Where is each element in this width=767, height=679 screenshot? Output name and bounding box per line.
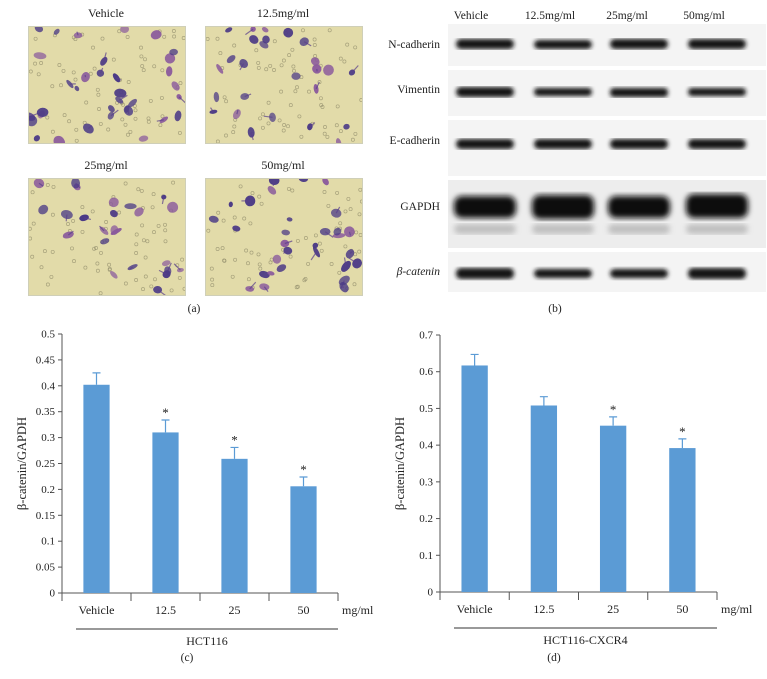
y-tick-label: 0.15 bbox=[36, 510, 56, 522]
bar bbox=[221, 458, 248, 593]
y-tick-label: 0.35 bbox=[36, 406, 56, 418]
error-bar bbox=[539, 396, 548, 406]
y-tick-label: 0.5 bbox=[419, 403, 433, 415]
y-tick-label: 0.1 bbox=[41, 536, 55, 548]
error-bar bbox=[470, 353, 479, 366]
y-tick-label: 0.45 bbox=[36, 354, 56, 366]
significance-star: * bbox=[231, 432, 238, 447]
micro-label-12-5: 12.5mg/ml bbox=[256, 6, 310, 20]
panel-b-letter: (b) bbox=[548, 303, 562, 315]
x-unit-label: mg/ml bbox=[721, 602, 753, 616]
group-label: HCT116 bbox=[186, 634, 228, 648]
x-tick-label: 12.5 bbox=[533, 602, 554, 616]
blot-col-vehicle: Vehicle bbox=[453, 10, 489, 22]
x-tick-label: 12.5 bbox=[155, 603, 176, 617]
x-tick-label: 25 bbox=[607, 602, 619, 616]
y-tick-label: 0.4 bbox=[419, 440, 433, 452]
panel-c-letter: (c) bbox=[180, 652, 194, 664]
y-tick-label: 0.6 bbox=[419, 366, 433, 378]
y-tick-label: 0.2 bbox=[419, 513, 433, 525]
y-tick-label: 0 bbox=[428, 587, 434, 599]
blot-row-gapdh: GAPDH bbox=[400, 201, 440, 213]
x-unit-label: mg/ml bbox=[342, 603, 374, 617]
bar bbox=[83, 384, 110, 593]
blot-col-50: 50mg/ml bbox=[683, 10, 725, 22]
error-bar bbox=[161, 419, 170, 433]
micro-label-50: 50mg/ml bbox=[261, 158, 305, 172]
micro-image-vehicle bbox=[28, 26, 186, 144]
micro-image-50 bbox=[205, 178, 363, 296]
significance-star: * bbox=[679, 424, 686, 439]
significance-star: * bbox=[300, 462, 307, 477]
bar bbox=[599, 425, 627, 592]
chart-hct116-cxcr4: 0 0.1 0.2 0.3 0.4 0.5 0.6 0.7 Vehicle 12.5 * 25 * 50 m… bbox=[393, 330, 753, 648]
blot-col-25: 25mg/ml bbox=[606, 10, 648, 22]
y-axis-label: β-catenin/GAPDH bbox=[393, 417, 407, 510]
x-tick-label: 50 bbox=[298, 603, 310, 617]
blot-col-12-5: 12.5mg/ml bbox=[524, 10, 576, 22]
significance-star: * bbox=[162, 405, 169, 420]
y-tick-label: 0.3 bbox=[41, 432, 55, 444]
y-tick-label: 0.2 bbox=[41, 484, 55, 496]
y-tick-label: 0.4 bbox=[41, 380, 55, 392]
blot-row-vimentin: Vimentin bbox=[397, 84, 440, 96]
y-tick-label: 0.5 bbox=[41, 329, 55, 341]
y-tick-label: 0.1 bbox=[419, 550, 433, 562]
bar bbox=[530, 405, 558, 592]
micro-image-12-5 bbox=[205, 26, 363, 144]
micro-image-25 bbox=[28, 178, 186, 296]
y-tick-label: 0.25 bbox=[36, 458, 56, 470]
y-axis-label: β-catenin/GAPDH bbox=[15, 417, 29, 510]
error-bar bbox=[678, 438, 687, 449]
y-tick-label: 0.7 bbox=[419, 330, 433, 342]
group-label: HCT116-CXCR4 bbox=[543, 633, 627, 647]
bar bbox=[290, 486, 317, 593]
panel-a-letter: (a) bbox=[187, 303, 201, 315]
blot-row-e-cadherin: E-cadherin bbox=[389, 135, 440, 147]
x-tick-label: 50 bbox=[676, 602, 688, 616]
bar bbox=[152, 432, 179, 593]
western-blot-image bbox=[448, 24, 766, 292]
bar bbox=[461, 365, 488, 592]
bar bbox=[669, 448, 696, 592]
y-tick-label: 0.05 bbox=[36, 562, 56, 574]
error-bar bbox=[92, 372, 101, 385]
significance-star: * bbox=[610, 402, 617, 417]
x-tick-label: Vehicle bbox=[79, 603, 115, 617]
error-bar bbox=[299, 476, 308, 487]
blot-row-beta-catenin: β-catenin bbox=[396, 266, 440, 278]
error-bar bbox=[609, 416, 618, 426]
chart-hct116: 0 0.05 0.1 0.15 0.2 0.25 0.3 0.35 0.4 0.45 0.5 Vehi… bbox=[15, 329, 374, 649]
micro-label-25: 25mg/ml bbox=[84, 158, 128, 172]
y-tick-label: 0 bbox=[50, 588, 56, 600]
micro-label-vehicle: Vehicle bbox=[88, 6, 124, 20]
x-tick-label: Vehicle bbox=[457, 602, 493, 616]
blot-row-n-cadherin: N-cadherin bbox=[388, 39, 440, 51]
x-tick-label: 25 bbox=[229, 603, 241, 617]
error-bar bbox=[230, 446, 239, 459]
panel-d-letter: (d) bbox=[547, 652, 561, 664]
y-tick-label: 0.3 bbox=[419, 476, 433, 488]
